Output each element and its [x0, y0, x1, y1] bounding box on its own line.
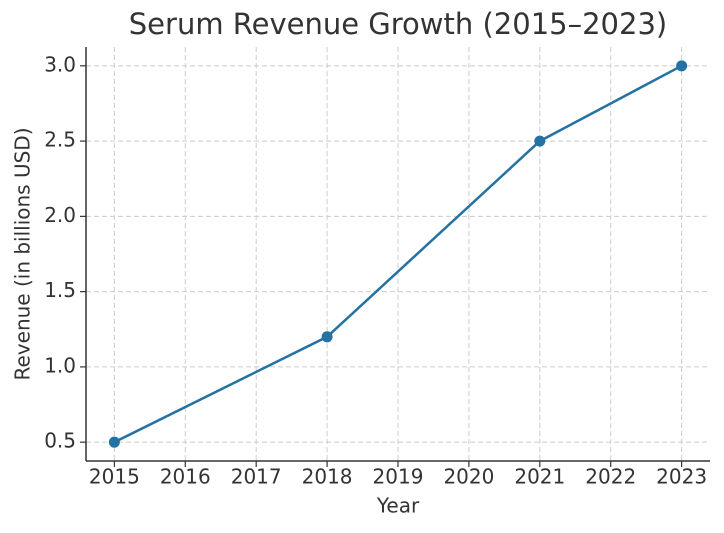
- x-tick-label: 2020: [443, 465, 494, 489]
- x-tick-label: 2016: [160, 465, 211, 489]
- chart-title: Serum Revenue Growth (2015–2023): [129, 7, 667, 41]
- point: [108, 436, 120, 448]
- x-tick-label: 2015: [89, 465, 140, 489]
- y-tick-label: 2.0: [44, 203, 76, 227]
- x-axis-label: Year: [376, 494, 420, 518]
- x-tick-label: 2018: [302, 465, 353, 489]
- y-axis-label: Revenue (in billions USD): [11, 128, 35, 381]
- point: [321, 331, 333, 343]
- x-tick-label: 2019: [373, 465, 424, 489]
- point: [676, 60, 688, 72]
- x-tick-label: 2017: [231, 465, 282, 489]
- y-tick-label: 2.5: [44, 128, 76, 152]
- y-tick-label: 1.0: [44, 353, 76, 377]
- x-tick-label: 2021: [514, 465, 565, 489]
- x-tick-label: 2022: [585, 465, 636, 489]
- y-tick-label: 1.5: [44, 278, 76, 302]
- point: [534, 135, 546, 147]
- x-tick-label: 2023: [656, 465, 707, 489]
- line: [113, 64, 683, 444]
- y-tick-label: 0.5: [44, 429, 76, 453]
- y-tick-label: 3.0: [44, 52, 76, 76]
